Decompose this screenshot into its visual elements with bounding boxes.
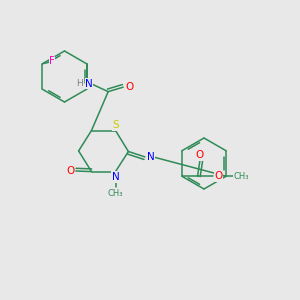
Text: CH₃: CH₃ [234,172,249,181]
Text: O: O [126,82,134,92]
Text: H: H [76,79,83,88]
Text: F: F [49,56,55,66]
Text: N: N [147,152,155,163]
Text: O: O [66,166,75,176]
Text: S: S [112,120,119,130]
Text: O: O [214,171,223,181]
Text: CH₃: CH₃ [108,189,123,198]
Text: N: N [85,79,93,89]
Text: N: N [112,172,119,182]
Text: O: O [196,150,204,160]
